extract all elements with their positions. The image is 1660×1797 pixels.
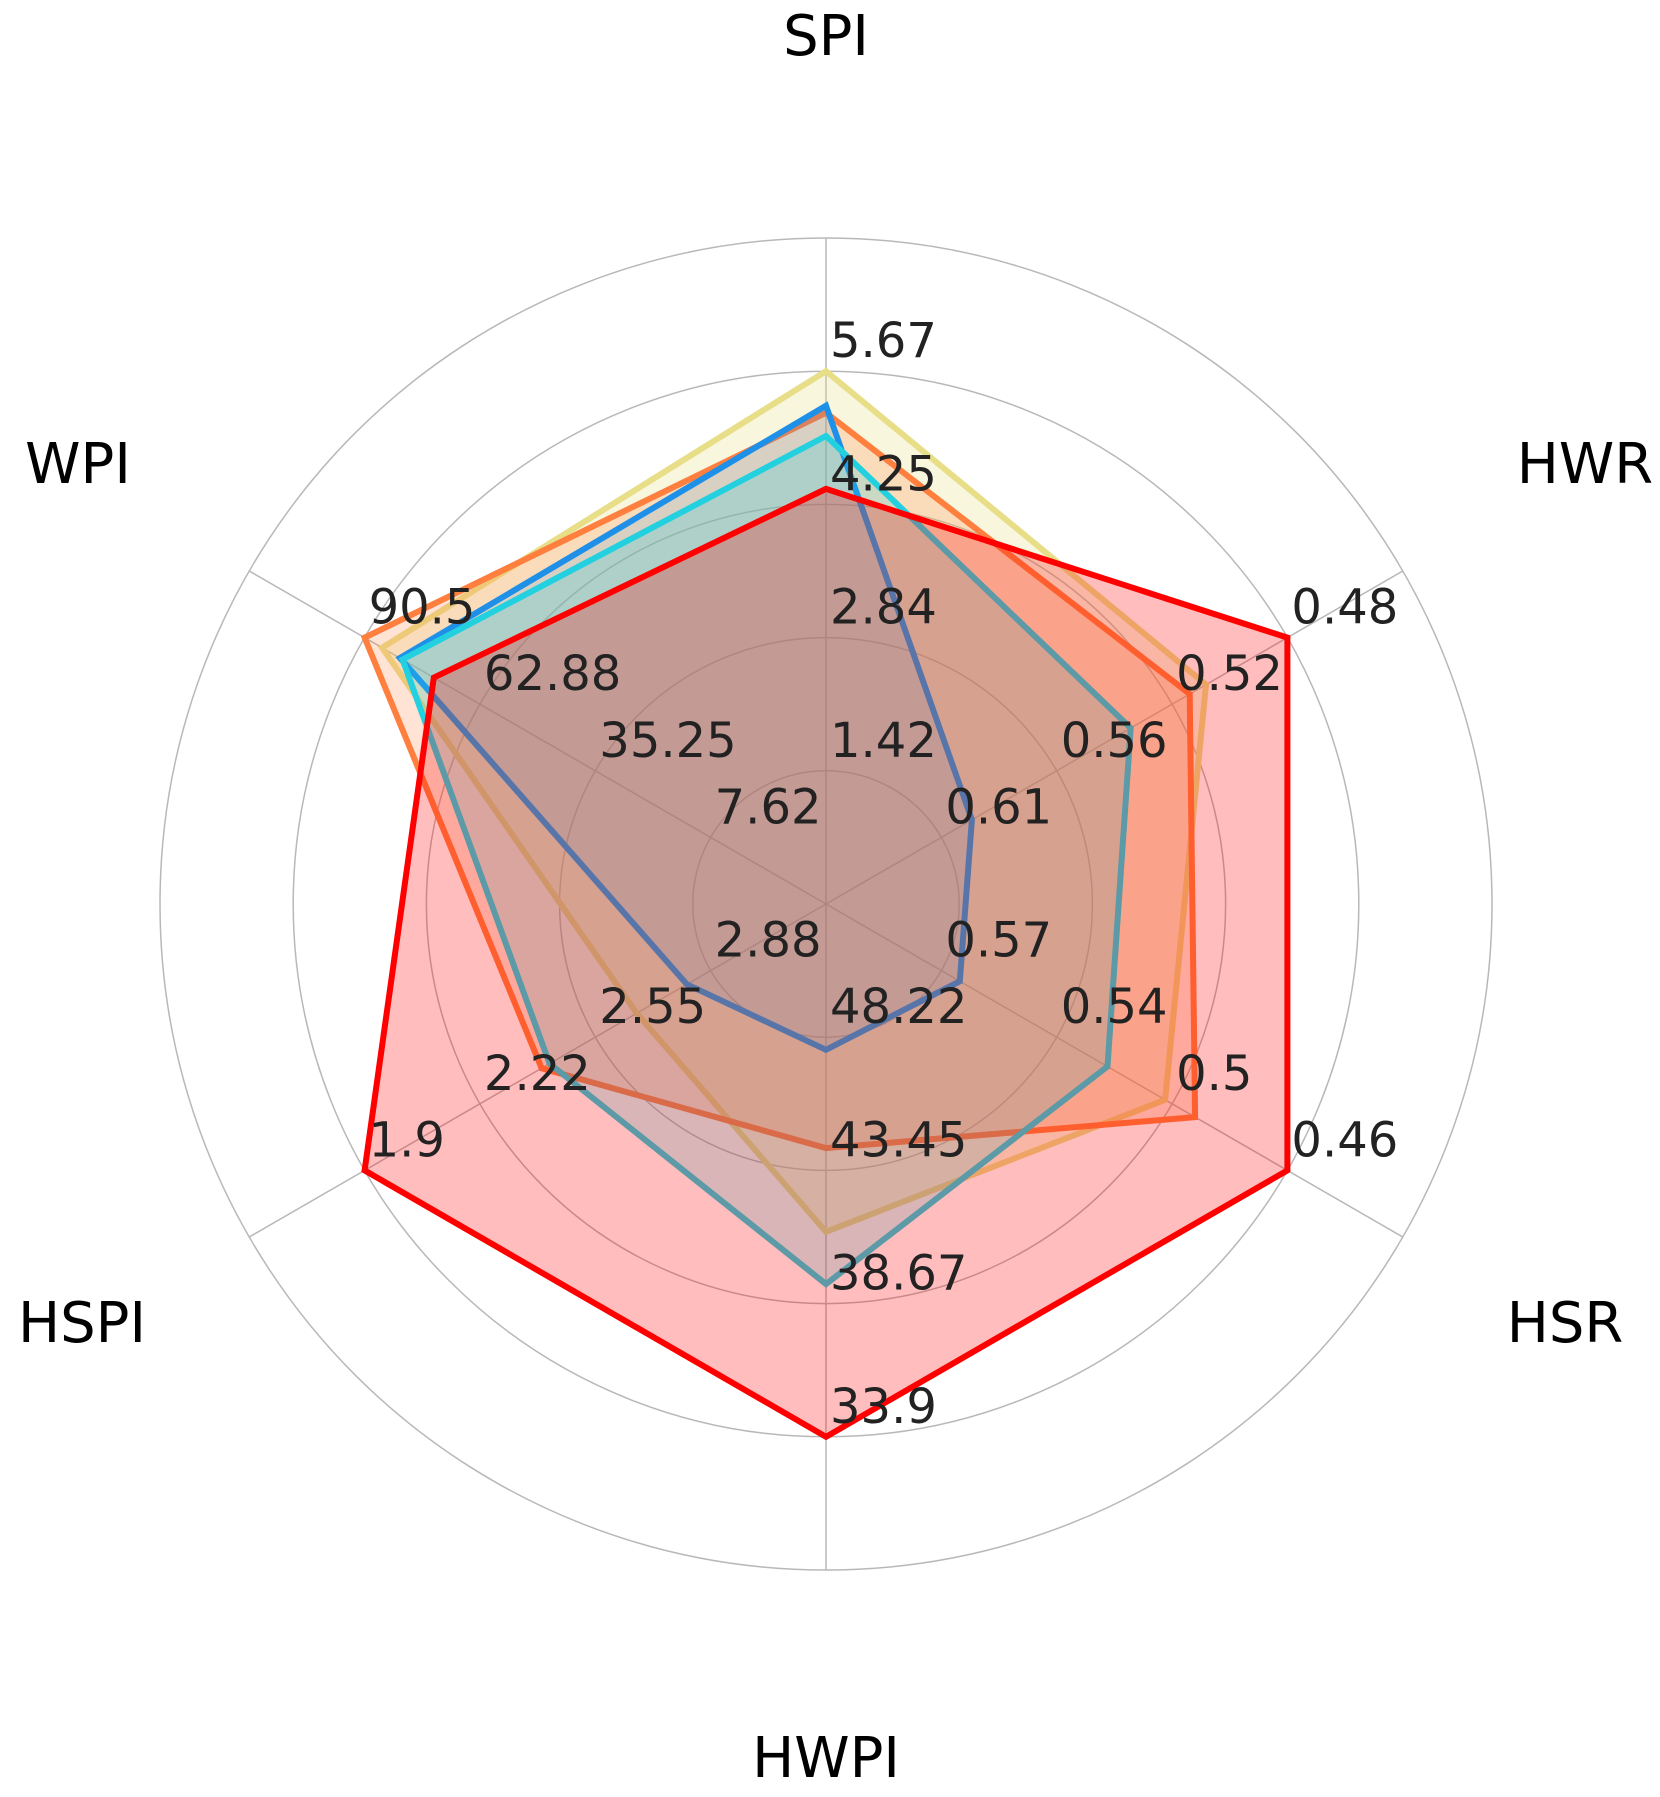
series-polygon-4 [398, 432, 1134, 1288]
tick-label-hwpi-1: 48.22 [830, 979, 967, 1035]
tick-label-hspi-3: 2.22 [484, 1046, 591, 1102]
axis-label-wpi: WPI [25, 432, 131, 497]
spoke-hspi [248, 903, 827, 1238]
axis-label-hsr: HSR [1507, 1291, 1624, 1356]
tick-label-wpi-1: 7.62 [715, 779, 822, 835]
radar-series [360, 367, 1291, 1441]
tick-label-hwr-3: 0.52 [1176, 646, 1283, 702]
tick-label-hsr-1: 0.57 [945, 913, 1052, 969]
tick-label-wpi-2: 35.25 [599, 713, 736, 769]
spoke-hwr [825, 570, 1404, 905]
axis-label-hspi: HSPI [18, 1291, 146, 1356]
tick-label-hwr-2: 0.56 [1061, 713, 1168, 769]
tick-label-hspi-2: 2.55 [599, 979, 706, 1035]
tick-label-hspi-4: 1.9 [369, 1112, 445, 1168]
tick-label-hwpi-3: 38.67 [830, 1246, 967, 1302]
radar-tick-labels: 1.422.844.255.670.610.560.520.480.570.54… [369, 313, 1399, 1435]
series-polygon-5 [361, 485, 1291, 1441]
axis-label-hwr: HWR [1517, 432, 1653, 497]
tick-label-hwr-4: 0.48 [1291, 580, 1398, 636]
spoke-wpi [248, 570, 827, 905]
tick-label-hsr-4: 0.46 [1291, 1112, 1398, 1168]
series-polygon-2 [360, 409, 1199, 1152]
tick-label-hsr-3: 0.5 [1176, 1046, 1252, 1102]
axis-label-spi: SPI [783, 4, 869, 69]
tick-label-wpi-4: 90.5 [369, 580, 476, 636]
series-polygon-1 [377, 367, 1210, 1236]
axis-label-hwpi: HWPI [752, 1726, 900, 1791]
tick-label-hspi-1: 2.88 [715, 913, 822, 969]
tick-label-spi-2: 2.84 [830, 580, 937, 636]
tick-label-hwr-1: 0.61 [945, 779, 1052, 835]
tick-label-hsr-2: 0.54 [1061, 979, 1168, 1035]
tick-label-wpi-3: 62.88 [484, 646, 621, 702]
tick-label-spi-4: 5.67 [830, 313, 937, 369]
tick-label-spi-1: 1.42 [830, 713, 937, 769]
tick-label-hwpi-4: 33.9 [830, 1379, 937, 1435]
radar-axis-labels: SPI HWR HSR HWPI HSPI WPI [18, 4, 1653, 1791]
tick-label-spi-3: 4.25 [830, 446, 937, 502]
tick-label-hwpi-2: 43.45 [830, 1112, 967, 1168]
spoke-hsr [825, 903, 1404, 1238]
